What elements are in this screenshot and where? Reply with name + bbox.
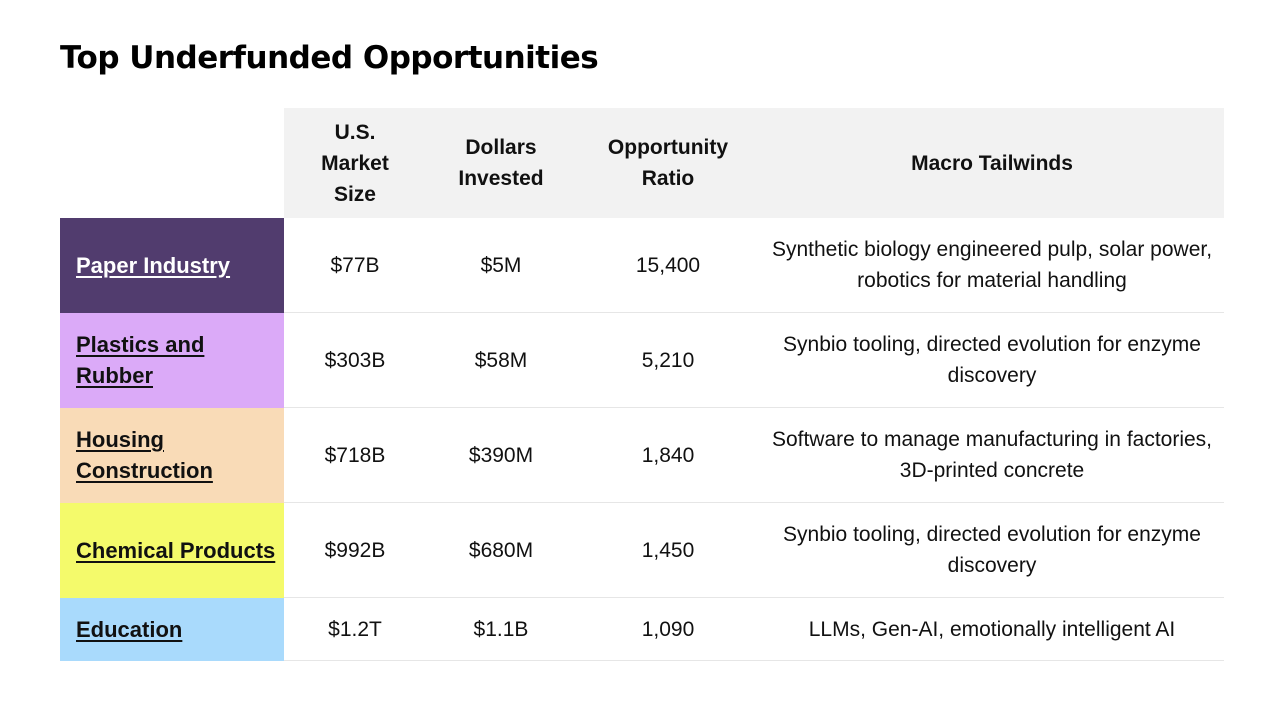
dollars-invested-cell: $1.1B <box>426 597 576 661</box>
dollars-invested-cell: $680M <box>426 502 576 598</box>
opportunity-ratio-cell: 15,400 <box>576 218 760 313</box>
industry-cell: Paper Industry <box>60 218 284 313</box>
table-row: Chemical Products $992B $680M 1,450 Synb… <box>60 502 1224 598</box>
market-size-cell: $1.2T <box>284 597 426 661</box>
industry-link[interactable]: Paper Industry <box>76 252 231 278</box>
header-market-size: U.S. Market Size <box>284 108 426 218</box>
macro-tailwinds-cell: Synthetic biology engineered pulp, solar… <box>760 218 1224 313</box>
header-opportunity-ratio: Opportunity Ratio <box>576 108 760 218</box>
market-size-cell: $303B <box>284 312 426 408</box>
macro-tailwinds-cell: Software to manage manufacturing in fact… <box>760 407 1224 503</box>
dollars-invested-cell: $390M <box>426 407 576 503</box>
header-cell-empty <box>60 108 284 218</box>
macro-tailwinds-cell: Synbio tooling, directed evolution for e… <box>760 502 1224 598</box>
industry-link[interactable]: Chemical Products <box>76 537 276 563</box>
macro-tailwinds-cell: Synbio tooling, directed evolution for e… <box>760 312 1224 408</box>
table-row: Plastics and Rubber $303B $58M 5,210 Syn… <box>60 312 1224 408</box>
opportunities-table: U.S. Market Size Dollars Invested Opport… <box>60 108 1224 661</box>
dollars-invested-cell: $5M <box>426 218 576 313</box>
dollars-invested-cell: $58M <box>426 312 576 408</box>
table-row: Paper Industry $77B $5M 15,400 Synthetic… <box>60 218 1224 313</box>
industry-link[interactable]: Education <box>76 616 183 642</box>
industry-cell: Education <box>60 597 284 661</box>
header-dollars-invested: Dollars Invested <box>426 108 576 218</box>
industry-link[interactable]: Plastics and Rubber <box>76 332 205 388</box>
page-title: Top Underfunded Opportunities <box>60 40 599 76</box>
industry-link[interactable]: Housing Construction <box>76 427 213 483</box>
industry-cell: Chemical Products <box>60 502 284 598</box>
header-macro-tailwinds: Macro Tailwinds <box>760 108 1224 218</box>
market-size-cell: $992B <box>284 502 426 598</box>
opportunity-ratio-cell: 1,840 <box>576 407 760 503</box>
macro-tailwinds-cell: LLMs, Gen-AI, emotionally intelligent AI <box>760 597 1224 661</box>
market-size-cell: $77B <box>284 218 426 313</box>
table-row: Housing Construction $718B $390M 1,840 S… <box>60 407 1224 503</box>
industry-cell: Plastics and Rubber <box>60 312 284 408</box>
opportunity-ratio-cell: 1,090 <box>576 597 760 661</box>
table-header-row: U.S. Market Size Dollars Invested Opport… <box>60 108 1224 218</box>
opportunity-ratio-cell: 5,210 <box>576 312 760 408</box>
table-row: Education $1.2T $1.1B 1,090 LLMs, Gen-AI… <box>60 597 1224 661</box>
opportunity-ratio-cell: 1,450 <box>576 502 760 598</box>
industry-cell: Housing Construction <box>60 407 284 503</box>
market-size-cell: $718B <box>284 407 426 503</box>
